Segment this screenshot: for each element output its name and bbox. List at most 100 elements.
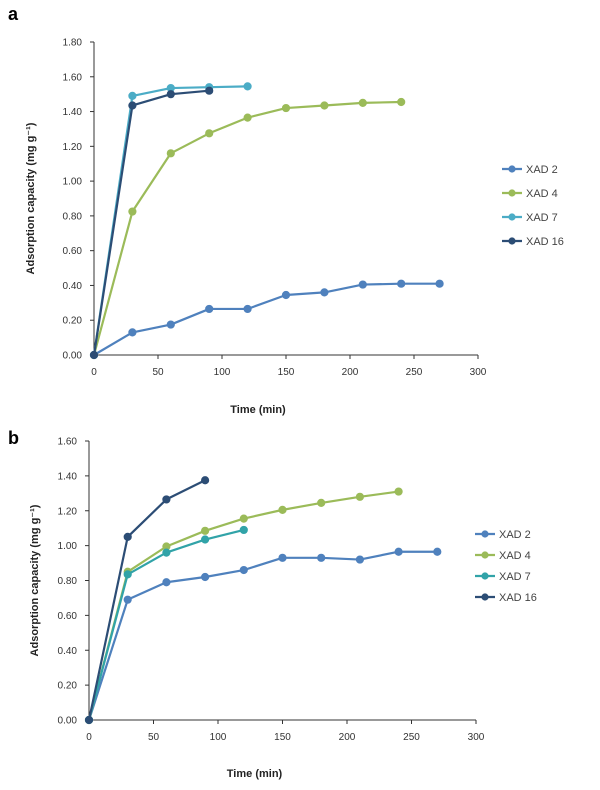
- chart-b-y-tick-label: 1.00: [58, 541, 78, 552]
- chart-a-series-xad-7-point: [243, 82, 252, 91]
- chart-a-legend-xad-4-marker: [508, 189, 516, 197]
- chart-b-series-xad-16-line: [87, 479, 206, 721]
- chart-b-y-tick-label: 0.80: [58, 576, 78, 587]
- chart-a-series-xad-2-point: [128, 328, 137, 337]
- chart-b-y-tick-label: 0.40: [58, 646, 78, 657]
- chart-a-series-xad-2-point: [435, 279, 444, 288]
- chart-b-series-xad-7-point: [123, 570, 132, 579]
- chart-b-x-tick-label: 250: [403, 732, 420, 743]
- chart-a-x-axis-title: Time (min): [230, 404, 286, 416]
- chart-a-series-xad-4-point: [243, 113, 252, 122]
- chart-a-series-xad-4-point: [358, 98, 367, 107]
- chart-a-series-xad-4-point: [205, 129, 214, 138]
- chart-b-y-tick-label: 1.40: [58, 471, 78, 482]
- chart-a-y-tick-label: 1.60: [63, 72, 83, 83]
- chart-b-series-xad-2-line: [87, 550, 438, 721]
- chart-b-series-xad-2-point: [278, 553, 287, 562]
- chart-b-series-xad-4-point: [394, 487, 403, 496]
- chart-b-x-axis-title: Time (min): [227, 768, 283, 780]
- chart-b-series-xad-2-point: [201, 572, 210, 582]
- chart-b-series-xad-16-point: [84, 715, 94, 725]
- chart-b-legend-xad-4-label: XAD 4: [499, 550, 531, 562]
- chart-b-y-tick-label: 0.20: [58, 681, 78, 692]
- chart-a-x-tick-label: 0: [91, 367, 97, 378]
- chart-b-series-xad-4-point: [317, 498, 326, 508]
- chart-a-x-tick-label: 250: [406, 367, 423, 378]
- chart-a-series-xad-16-point: [128, 101, 137, 110]
- chart-a-series-xad-16-line: [92, 89, 210, 356]
- chart-b-x-tick-label: 300: [468, 732, 485, 743]
- chart-b-series-xad-7-point: [201, 535, 210, 544]
- chart-b-x-tick-label: 0: [86, 732, 92, 743]
- chart-a-series-xad-2-point: [166, 320, 175, 329]
- chart-a-series-xad-2-point: [243, 304, 252, 314]
- chart-b-y-axis-title: Adsorption capacity (mg g⁻¹): [29, 504, 41, 656]
- chart-b-y-tick-label: 0.00: [58, 716, 78, 727]
- chart-a-y-tick-label: 1.80: [63, 38, 83, 49]
- chart-b-series-xad-4-point: [201, 526, 210, 535]
- chart-a-legend-xad-2-marker: [508, 165, 516, 173]
- chart-b-x-tick-label: 150: [274, 732, 291, 743]
- chart-a-legend-xad-7-marker: [508, 213, 516, 221]
- chart-b-series-xad-2-point: [355, 555, 364, 564]
- chart-b-legend-xad-4-marker: [481, 551, 489, 559]
- chart-a-x-tick-label: 50: [152, 367, 164, 378]
- chart-a-series-xad-2-point: [397, 279, 406, 288]
- chart-a-x-tick-label: 150: [278, 367, 295, 378]
- chart-b-legend-xad-2-label: XAD 2: [499, 529, 531, 541]
- chart-b-x-tick-label: 50: [148, 732, 160, 743]
- chart-b-legend-xad-7-marker: [481, 572, 489, 580]
- chart-a-series-xad-2-line: [93, 282, 440, 356]
- chart-a-y-tick-label: 1.20: [63, 142, 83, 153]
- panel-label-b: b: [8, 428, 19, 448]
- chart-a-legend-xad-2-label: XAD 2: [526, 164, 558, 176]
- chart-a-legend-xad-16-label: XAD 16: [526, 236, 564, 248]
- chart-a-series-xad-2-point: [320, 288, 329, 297]
- panel-label-a: a: [8, 4, 19, 24]
- chart-b-series-xad-4-point: [239, 514, 248, 523]
- chart-b-series-xad-4-point: [355, 492, 364, 501]
- chart-b-series-xad-7-point: [239, 525, 248, 535]
- chart-a-legend-xad-7-label: XAD 7: [526, 212, 558, 224]
- chart-a-series-xad-2-point: [205, 304, 214, 314]
- chart-b-series-xad-16-point: [162, 495, 171, 504]
- chart-a-series-xad-4-point: [128, 207, 137, 216]
- chart-a-series-xad-16-point: [89, 350, 99, 360]
- chart-a-y-tick-label: 0.20: [63, 316, 83, 327]
- chart-b-x-tick-label: 200: [339, 732, 356, 743]
- chart-a-series-xad-16-point: [205, 86, 214, 95]
- chart-a-y-tick-label: 1.40: [63, 107, 83, 118]
- chart-a-series-xad-2-point: [281, 290, 291, 300]
- chart-a-y-tick-label: 0.60: [63, 246, 83, 257]
- chart-b-legend-xad-16-label: XAD 16: [499, 592, 537, 604]
- chart-b-series-xad-2-point: [317, 553, 326, 562]
- chart-a-series-xad-4-point: [320, 101, 329, 110]
- chart-b-x-tick-label: 100: [210, 732, 227, 743]
- chart-a-series-xad-4-line: [92, 100, 402, 356]
- chart-b-legend-xad-7-label: XAD 7: [499, 571, 531, 583]
- chart-b-series-xad-2-point: [162, 578, 171, 587]
- chart-b-legend-xad-16-marker: [481, 593, 489, 601]
- chart-b-series-xad-2-point: [394, 547, 403, 556]
- chart-a-legend-xad-16-marker: [508, 237, 516, 245]
- chart-b-series-xad-2-point: [239, 565, 248, 575]
- chart-b-series-xad-16-point: [123, 532, 132, 542]
- chart-a-y-tick-label: 1.00: [63, 177, 83, 188]
- chart-b-series-xad-4-point: [278, 505, 287, 514]
- chart-a-series-xad-4-point: [166, 149, 175, 158]
- chart-a-x-tick-label: 300: [470, 367, 487, 378]
- chart-b-series-xad-16-point: [201, 476, 210, 485]
- chart-b-y-tick-label: 0.60: [58, 611, 78, 622]
- chart-a-x-tick-label: 200: [342, 367, 359, 378]
- chart-a-x-tick-label: 100: [214, 367, 231, 378]
- chart-a-y-tick-label: 0.40: [63, 281, 83, 292]
- chart-a-y-axis-title: Adsorption capacity (mg g⁻¹): [25, 122, 37, 274]
- chart-b-series-xad-7-point: [162, 548, 171, 557]
- chart-b-series-xad-7-line: [87, 528, 245, 721]
- chart-a-y-tick-label: 0.00: [63, 351, 83, 362]
- chart-b-y-tick-label: 1.20: [58, 506, 78, 517]
- chart-b: 0.00 0.20 0.40 0.60 0.80 1.00 1.20 1.40 1.60 0 50 1…: [29, 437, 537, 781]
- chart-b-legend-xad-2-marker: [481, 530, 489, 538]
- chart-a: 0.00 0.20 0.40 0.60 0.80 1.00 1.20 1.40 1.60 1.80…: [25, 38, 564, 417]
